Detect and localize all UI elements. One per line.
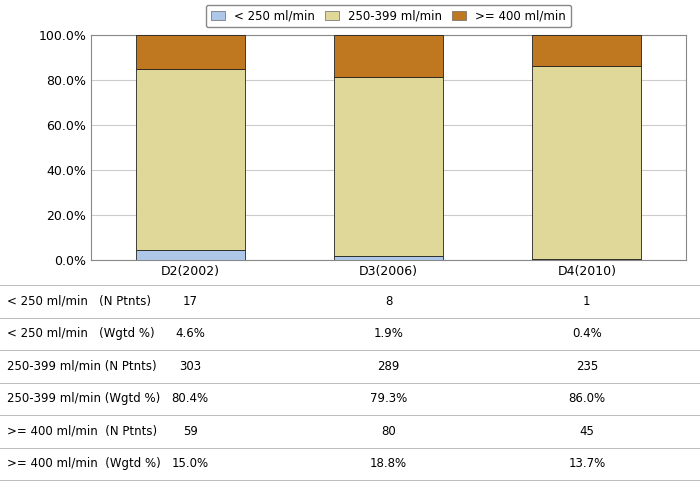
Bar	[532, 66, 641, 259]
Bar	[334, 35, 443, 78]
Text: 250-399 ml/min (N Ptnts): 250-399 ml/min (N Ptnts)	[7, 360, 157, 373]
Text: >= 400 ml/min  (N Ptnts): >= 400 ml/min (N Ptnts)	[7, 425, 157, 438]
Text: 59: 59	[183, 425, 197, 438]
Text: 86.0%: 86.0%	[568, 392, 606, 405]
Text: < 250 ml/min   (Wgtd %): < 250 ml/min (Wgtd %)	[7, 327, 155, 340]
Text: 8: 8	[385, 295, 392, 308]
Legend: < 250 ml/min, 250-399 ml/min, >= 400 ml/min: < 250 ml/min, 250-399 ml/min, >= 400 ml/…	[206, 5, 571, 28]
Text: 1.9%: 1.9%	[374, 327, 403, 340]
Text: 80.4%: 80.4%	[172, 392, 209, 405]
Text: < 250 ml/min   (N Ptnts): < 250 ml/min (N Ptnts)	[7, 295, 151, 308]
Text: 303: 303	[179, 360, 201, 373]
Text: 18.8%: 18.8%	[370, 457, 407, 470]
Text: 235: 235	[575, 360, 598, 373]
Bar	[136, 68, 245, 250]
Text: 15.0%: 15.0%	[172, 457, 209, 470]
Bar	[136, 35, 245, 68]
Text: >= 400 ml/min  (Wgtd %): >= 400 ml/min (Wgtd %)	[7, 457, 161, 470]
Bar	[136, 250, 245, 260]
Text: 79.3%: 79.3%	[370, 392, 407, 405]
Text: 0.4%: 0.4%	[572, 327, 602, 340]
Text: 17: 17	[183, 295, 197, 308]
Text: 80: 80	[381, 425, 396, 438]
Text: 13.7%: 13.7%	[568, 457, 606, 470]
Text: 45: 45	[580, 425, 594, 438]
Text: 289: 289	[377, 360, 400, 373]
Text: 1: 1	[583, 295, 591, 308]
Bar	[532, 259, 641, 260]
Bar	[532, 35, 641, 66]
Text: 250-399 ml/min (Wgtd %): 250-399 ml/min (Wgtd %)	[7, 392, 160, 405]
Text: 4.6%: 4.6%	[175, 327, 205, 340]
Bar	[334, 256, 443, 260]
Bar	[334, 78, 443, 256]
